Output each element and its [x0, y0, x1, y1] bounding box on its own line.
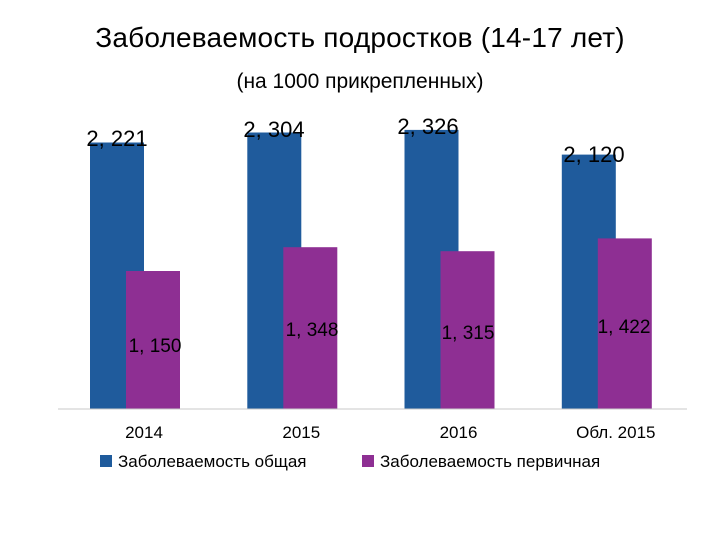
bar-primary-0	[126, 271, 180, 409]
data-label-primary-3: 1, 422	[598, 317, 651, 338]
legend: Заболеваемость общая Заболеваемость перв…	[0, 452, 720, 478]
chart-subtitle: (на 1000 прикрепленных)	[236, 70, 484, 93]
bar-primary-2	[440, 251, 495, 409]
legend-label-primary: Заболеваемость первичная	[380, 452, 601, 471]
data-label-primary-0: 1, 150	[129, 336, 182, 357]
chart-title: Заболеваемость подростков (14-17 лет)	[95, 22, 625, 53]
data-label-general-2: 2, 326	[397, 114, 458, 139]
legend-swatch-general	[100, 454, 112, 467]
data-label-general-0: 2, 221	[86, 126, 147, 151]
data-label-general-1: 2, 304	[243, 117, 304, 142]
x-tick-label-2: 2016	[440, 423, 478, 442]
x-tick-label-1: 2015	[282, 423, 320, 442]
bar-primary-3	[597, 238, 652, 409]
legend-swatch-primary	[362, 454, 374, 467]
data-label-general-3: 2, 120	[563, 142, 624, 167]
legend-label-general: Заболеваемость общая	[118, 452, 307, 471]
bar-primary-1	[283, 247, 338, 409]
x-tick-label-3: Обл. 2015	[576, 423, 655, 442]
legend-item-primary: Заболеваемость первичная	[362, 452, 600, 472]
data-label-primary-2: 1, 315	[442, 323, 495, 344]
legend-item-general: Заболеваемость общая	[100, 452, 307, 472]
x-tick-label-0: 2014	[125, 423, 163, 442]
data-label-primary-1: 1, 348	[286, 320, 339, 341]
